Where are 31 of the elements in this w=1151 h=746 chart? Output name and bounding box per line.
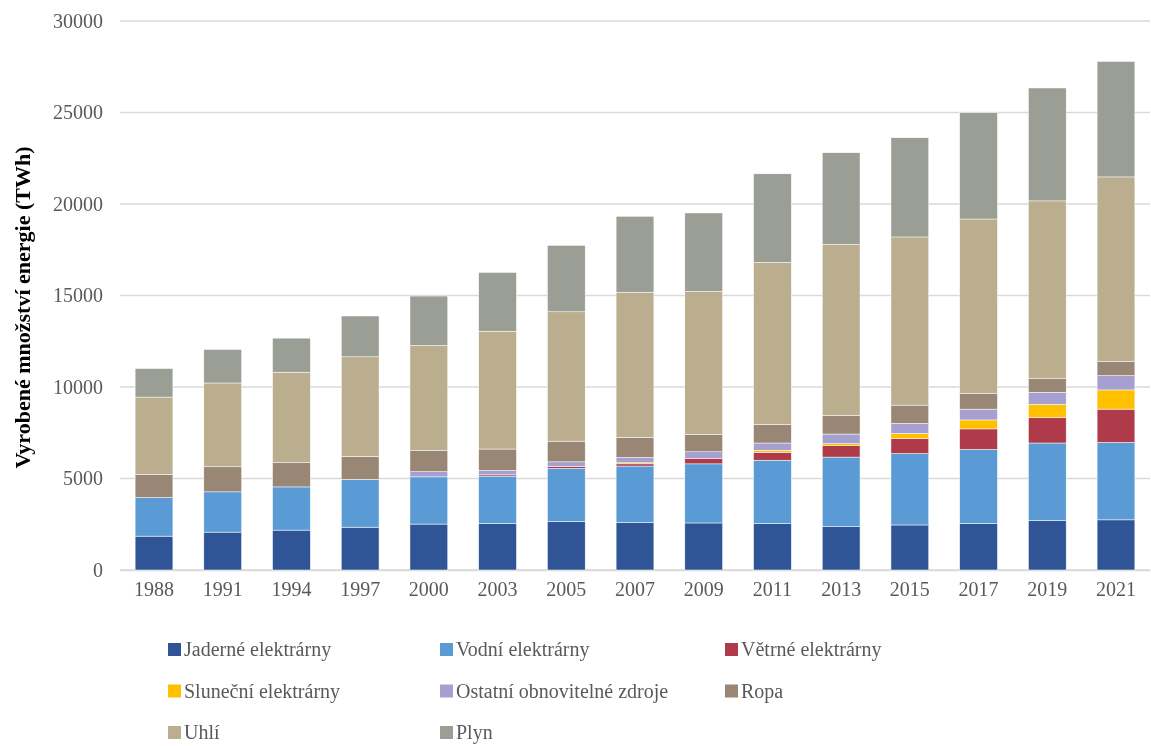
x-tick-label: 2011 xyxy=(752,578,793,601)
x-tick-label: 1991 xyxy=(202,578,243,601)
y-axis-title: Vyrobené množství energie (TWh) xyxy=(10,146,35,469)
legend-label: Jaderné elektrárny xyxy=(184,638,332,661)
y-tick-label: 20000 xyxy=(53,192,103,215)
x-tick-label: 2017 xyxy=(958,578,999,601)
x-tick-label: 2019 xyxy=(1027,578,1068,601)
y-tick-label: 30000 xyxy=(53,9,103,32)
x-tick-label: 2015 xyxy=(889,578,930,601)
y-tick-label: 15000 xyxy=(53,284,103,307)
x-tick-label: 2007 xyxy=(615,578,655,601)
x-tick-label: 1994 xyxy=(271,578,312,601)
legend-label: Vodní elektrárny xyxy=(456,638,590,661)
x-tick-label: 2009 xyxy=(683,578,724,601)
y-tick-label: 0 xyxy=(93,558,103,581)
legend-label: Větrné elektrárny xyxy=(741,638,882,661)
x-tick-label: 2000 xyxy=(408,578,449,601)
x-tick-label: 1997 xyxy=(340,578,381,601)
x-tick-label: 2005 xyxy=(546,578,587,601)
legend-label: Sluneční elektrárny xyxy=(184,679,341,703)
x-tick-label: 2003 xyxy=(477,578,518,601)
x-tick-label: 2021 xyxy=(1095,578,1136,601)
x-tick-label: 2013 xyxy=(821,578,862,601)
y-tick-label: 25000 xyxy=(53,101,103,124)
legend-label: Plyn xyxy=(456,721,493,744)
legend-label: Uhlí xyxy=(184,721,220,743)
legend-label: Ostatní obnovitelné zdroje xyxy=(456,679,669,703)
y-tick-label: 10000 xyxy=(53,375,103,398)
x-tick-label: 1988 xyxy=(134,578,175,601)
legend-label: Ropa xyxy=(741,679,784,703)
y-tick-label: 5000 xyxy=(63,467,103,490)
